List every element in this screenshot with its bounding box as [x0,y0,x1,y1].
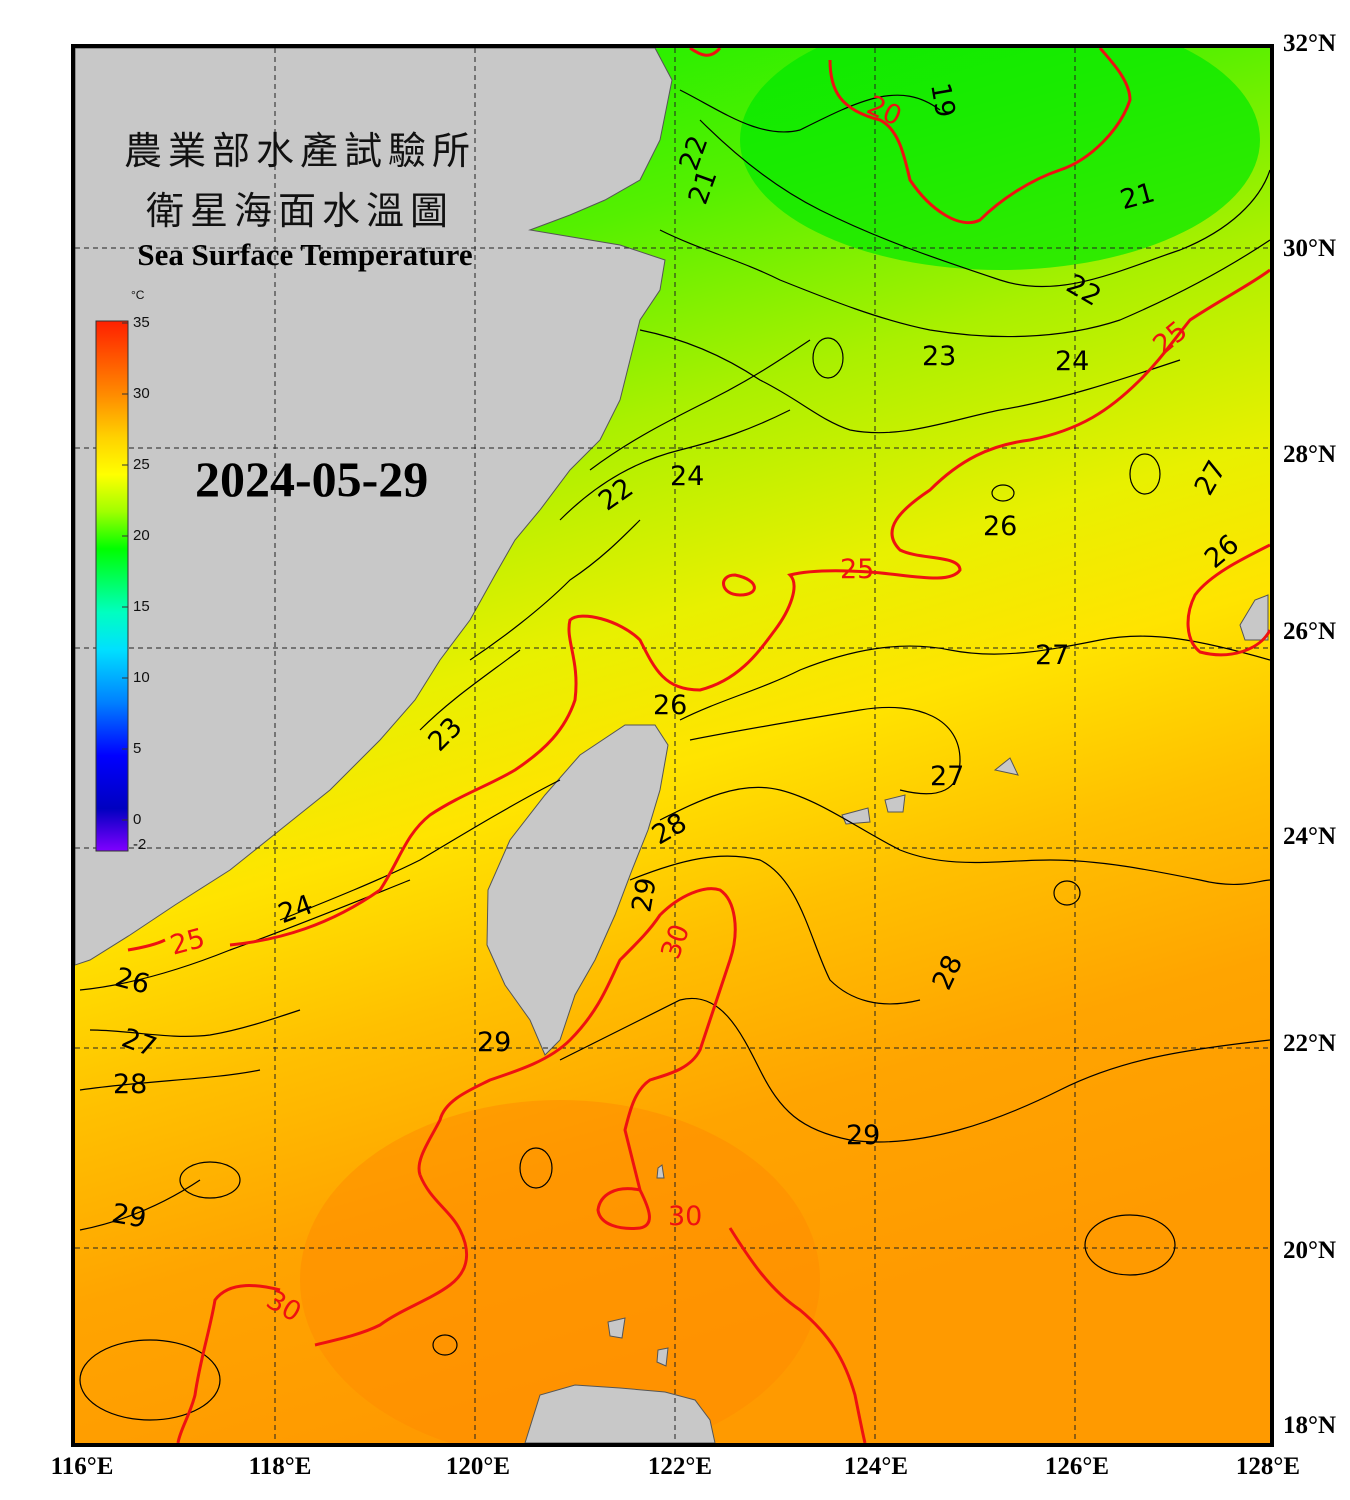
isotherm-label-28: 28 [113,1069,147,1100]
isotherm-label-24: 24 [670,461,704,492]
islet [884,794,906,813]
red-isotherms [127,48,1270,1443]
taiwan-island [486,724,669,1056]
isotherm-label-19: 19 [924,81,960,120]
map-date: 2024-05-29 [195,451,429,507]
isotherm-label-23: 23 [922,341,956,372]
isotherm-label-29: 29 [109,1198,148,1234]
isotherm-label-30: 30 [668,1201,702,1232]
lon-label-128e: 128°E [1235,1453,1301,1480]
islet [656,1164,665,1179]
isotherm-label-29: 29 [626,875,662,914]
colorbar [95,320,129,852]
lon-label-126e: 126°E [1044,1453,1110,1480]
lat-label-24n: 24°N [1283,823,1337,850]
china-mainland [75,48,673,966]
lon-label-120e: 120°E [445,1453,511,1480]
luzon-island [524,1384,716,1443]
lon-label-116e: 116°E [50,1453,114,1480]
cool-pool [740,48,1260,270]
lat-label-22n: 22°N [1283,1030,1337,1057]
isotherm-label-29: 29 [477,1027,511,1058]
lat-label-20n: 20°N [1283,1237,1337,1264]
isotherm-label-27: 27 [1035,640,1069,671]
lon-label-118e: 118°E [248,1453,312,1480]
colorbar-tick-label: 25 [133,456,150,473]
title-agency: 農業部水產試驗所 [123,129,476,173]
colorbar-tick-label: 20 [133,527,150,544]
isotherm-label-26: 26 [653,690,687,721]
isotherm-lines [79,89,1270,1421]
grid-lines [75,48,1270,1443]
lat-label-30n: 30°N [1283,235,1337,262]
lat-label-26n: 26°N [1283,618,1337,645]
islet [656,1347,669,1367]
title-english: Sea Surface Temperature [137,237,473,272]
title-map: 衛星海面水溫圖 [145,189,454,233]
colorbar-tick-label: 0 [133,811,142,828]
lat-label-28n: 28°N [1283,441,1337,468]
lon-label-124e: 124°E [843,1453,909,1480]
colorbar-unit: °C [131,288,145,302]
colorbar-tick-label: -2 [133,836,147,853]
warm-pool [300,1100,820,1443]
colorbar-ticks [122,322,128,821]
lat-label-32n: 32°N [1283,30,1337,57]
islet [841,807,871,825]
lat-label-18n: 18°N [1283,1412,1337,1439]
colorbar-tick-label: 30 [133,385,150,402]
colorbar-tick-label: 5 [133,740,142,757]
islet [607,1317,626,1339]
colorbar-tick-label: 15 [133,598,150,615]
isotherm-label-24: 24 [1055,346,1089,377]
okinawa-island [1239,594,1269,641]
isotherm-label-25: 25 [840,554,874,585]
colorbar-tick-label: 35 [133,314,150,331]
isotherm-label-27: 27 [930,761,964,792]
colorbar-tick-label: 10 [133,669,150,686]
lon-label-122e: 122°E [647,1453,713,1480]
isotherm-label-29: 29 [846,1120,880,1151]
islet [993,757,1019,776]
isotherm-label-26: 26 [983,511,1017,542]
